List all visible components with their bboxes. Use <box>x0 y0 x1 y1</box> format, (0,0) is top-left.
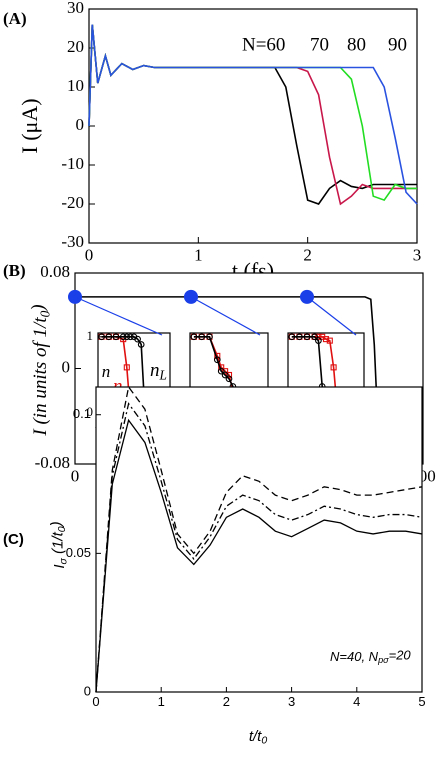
y-tick-label: 20 <box>67 37 84 56</box>
series-line <box>95 402 423 693</box>
y-tick-label: 0 <box>87 404 94 419</box>
y-tick-label: 0 <box>76 115 85 134</box>
x-tick-label: 0 <box>85 246 94 265</box>
point <box>222 368 229 375</box>
y-tick-label: 10 <box>67 76 84 95</box>
y-tick-label: 30 <box>67 0 84 17</box>
series-line <box>95 418 423 693</box>
y-tick-label: -30 <box>61 232 84 251</box>
point <box>330 364 337 371</box>
point <box>288 333 296 341</box>
inset-connector <box>190 296 261 336</box>
point <box>98 333 105 341</box>
point <box>119 333 127 341</box>
point <box>326 337 333 344</box>
annotation-part: n <box>150 360 160 381</box>
annotation: 90 <box>388 34 407 55</box>
y-axis-label-part: 0 <box>38 310 53 317</box>
y-tick-label: 0.08 <box>40 262 70 281</box>
x-tick-label: 4 <box>353 694 360 709</box>
y-axis-label-part: ) <box>48 521 65 528</box>
point <box>296 333 303 341</box>
point <box>217 367 225 375</box>
y-axis-label-part: I (in units of 1/t <box>30 317 51 437</box>
x-tick-label: 0 <box>71 467 80 486</box>
point <box>315 337 322 344</box>
series-group <box>95 385 423 693</box>
y-axis-label-part: 0 <box>56 526 68 532</box>
inset-connector <box>74 296 163 336</box>
x-axis-label-part: t/t <box>249 728 262 745</box>
y-axis-label: Iσ (1/t0) <box>48 521 70 568</box>
annotation: N=40, Npσ=20 <box>330 648 411 666</box>
point <box>225 375 233 383</box>
y-axis-label: n <box>102 362 111 381</box>
annotation-part: =20 <box>389 648 412 663</box>
point <box>123 364 130 371</box>
point <box>303 333 311 341</box>
series-line <box>95 385 423 693</box>
x-tick-label: 1 <box>194 246 203 265</box>
y-tick-label: 0 <box>62 357 71 376</box>
panel-label: (A) <box>3 9 27 28</box>
y-axis-label-part: (1/t <box>49 531 66 558</box>
inset-connector <box>306 296 357 336</box>
point <box>221 371 229 379</box>
point <box>105 333 113 341</box>
series-group <box>88 24 418 206</box>
point <box>311 333 318 341</box>
plot-frame <box>95 386 423 693</box>
annotation-part: L <box>159 368 167 383</box>
point <box>315 333 322 340</box>
y-tick-label: -10 <box>61 154 84 173</box>
point <box>190 333 198 341</box>
panel-label: (B) <box>3 261 26 280</box>
point <box>322 336 330 343</box>
annotation-part: N=40, N <box>330 649 379 664</box>
y-tick-label: 0.05 <box>66 545 91 560</box>
x-axis-label: t/t0 <box>249 728 268 746</box>
x-tick-label: 2 <box>303 246 312 265</box>
point <box>206 333 213 341</box>
x-tick-label: 5 <box>418 694 425 709</box>
y-tick-label: 1 <box>87 328 94 343</box>
y-axis-label-part: ) <box>28 304 49 311</box>
annotation: 80 <box>347 34 366 55</box>
point <box>134 335 141 343</box>
annotation: 70 <box>310 34 329 55</box>
point <box>198 333 206 341</box>
x-axis-label-part: 0 <box>261 734 267 746</box>
point <box>123 333 131 341</box>
y-tick-label: -20 <box>61 193 84 212</box>
point <box>112 333 120 341</box>
y-axis-label: I (μA) <box>17 98 42 153</box>
x-tick-label: 3 <box>413 246 422 265</box>
y-tick-label: 0 <box>84 683 91 698</box>
y-axis-label: I (in units of 1/t0) <box>28 304 52 436</box>
annotation: N=60 <box>242 34 285 55</box>
point <box>137 341 145 348</box>
annotation: nL <box>150 360 167 382</box>
x-tick-label: 2 <box>223 694 230 709</box>
y-axis-label-part: σ <box>57 557 69 564</box>
y-tick-label: 0.1 <box>73 406 91 421</box>
x-tick-label: 0 <box>92 694 99 709</box>
panel-label: (C) <box>3 531 24 548</box>
series-line <box>88 24 418 205</box>
point <box>213 356 221 364</box>
x-tick-label: 3 <box>288 694 295 709</box>
y-axis-label-part: I <box>51 564 68 568</box>
point <box>225 371 233 379</box>
y-tick-label: -0.08 <box>35 453 70 472</box>
annotation-part: pσ <box>377 656 389 666</box>
x-tick-label: 1 <box>158 694 165 709</box>
point <box>127 333 134 341</box>
